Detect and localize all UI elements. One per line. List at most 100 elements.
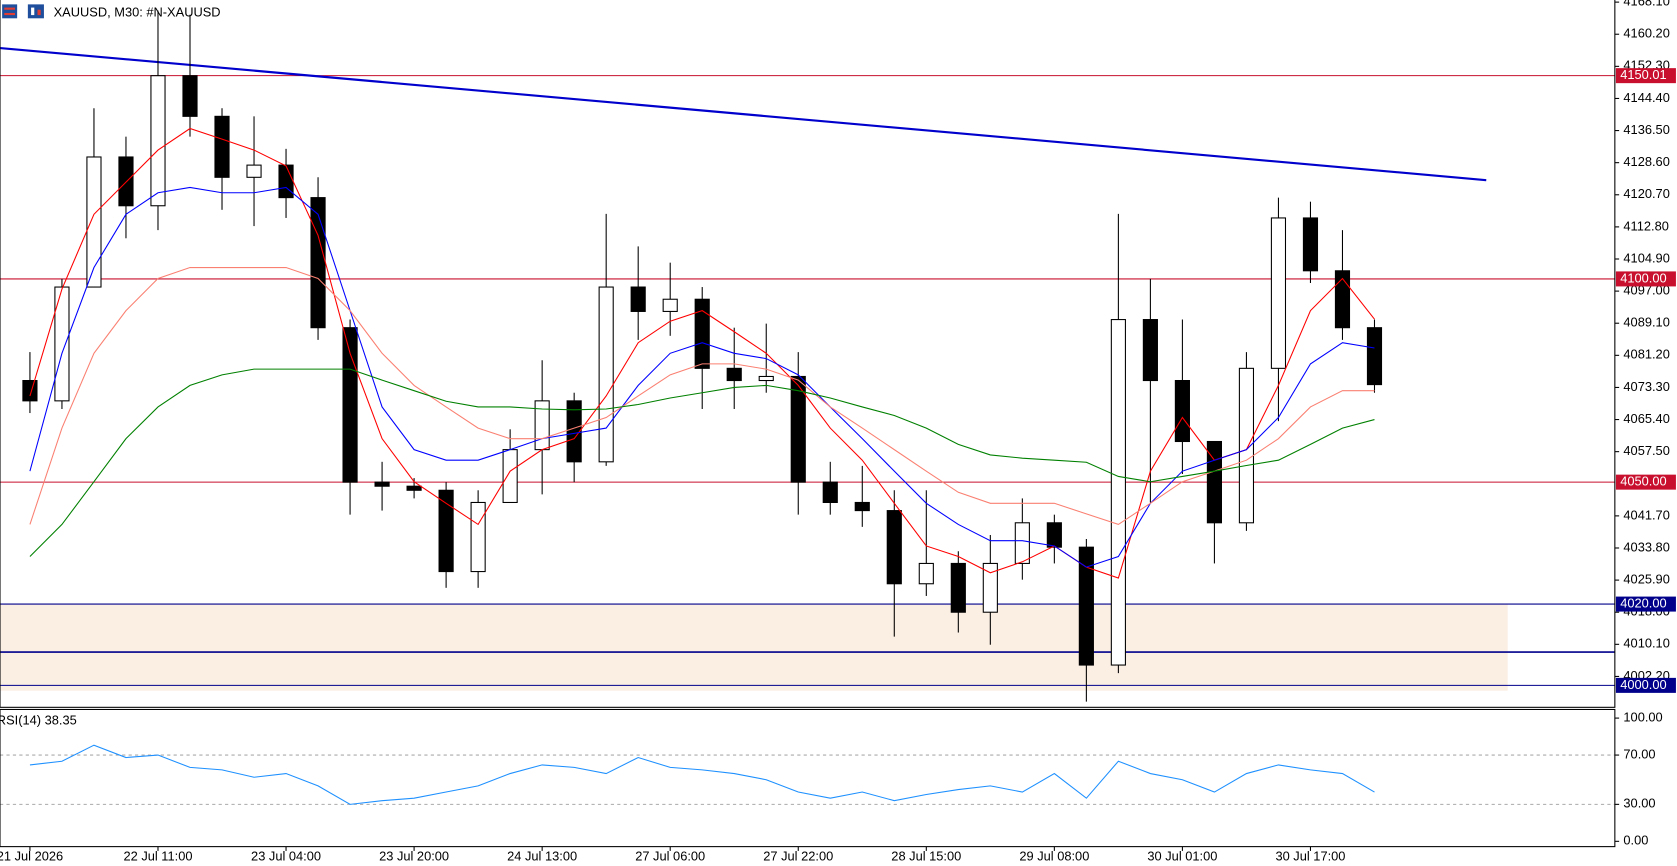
x-tick-label: 30 Jul 01:00 — [1147, 849, 1217, 864]
y-tick-label: 4089.10 — [1623, 315, 1669, 330]
candle-body — [342, 327, 358, 483]
icon — [31, 7, 35, 16]
icon — [27, 4, 44, 19]
candle-body — [1046, 522, 1062, 548]
candle-body — [502, 449, 518, 504]
candle-body — [406, 485, 422, 491]
y-tick-label: 4136.50 — [1623, 122, 1669, 137]
level-label-box — [1615, 474, 1676, 490]
candle-body — [182, 75, 198, 117]
rsi-tick-label: 30.00 — [1623, 796, 1655, 811]
icon — [2, 4, 18, 19]
x-tick-label: 30 Jul 17:00 — [1275, 849, 1345, 864]
y-tick-label: 4112.80 — [1623, 218, 1668, 233]
rsi-line — [29, 744, 1375, 805]
y-tick-label: 4144.40 — [1623, 90, 1669, 105]
x-tick-label: 29 Jul 08:00 — [1019, 849, 1089, 864]
candle-body — [470, 501, 486, 573]
level-label-box — [1615, 596, 1676, 612]
candle-body — [1110, 319, 1126, 666]
y-tick-label: 4120.70 — [1623, 186, 1669, 201]
ma-line — [29, 368, 1375, 557]
y-tick-label: 4128.60 — [1623, 154, 1669, 169]
candle-body — [1334, 270, 1351, 329]
level-label: 4000.00 — [1620, 677, 1666, 692]
ma-line — [29, 266, 1375, 526]
ma-line — [29, 127, 1375, 579]
candle-body — [726, 367, 742, 382]
level-label-box — [1615, 271, 1676, 287]
candle-body — [214, 115, 230, 178]
candle-body — [758, 375, 774, 382]
level-label: 4150.01 — [1620, 67, 1666, 82]
candle-body — [374, 481, 390, 487]
y-tick-label: 4168.10 — [1623, 0, 1669, 9]
candle-body — [22, 379, 38, 402]
rsi-tick-label: 100.00 — [1623, 709, 1662, 724]
x-tick-label: 23 Jul 04:00 — [251, 849, 321, 864]
candle-body — [86, 156, 102, 288]
x-tick-label: 27 Jul 22:00 — [763, 849, 833, 864]
icon — [37, 9, 41, 16]
level-label: 4050.00 — [1620, 474, 1666, 489]
candle-body — [1238, 367, 1255, 524]
candle-body — [1174, 379, 1190, 443]
candle-body — [790, 375, 806, 483]
candle-body — [310, 197, 326, 329]
rsi-tick-label: 70.00 — [1623, 746, 1655, 761]
candle-body — [566, 400, 582, 463]
y-tick-label: 4065.40 — [1623, 411, 1669, 426]
icon — [4, 12, 16, 16]
rsi-label: RSI(14) 38.35 — [0, 713, 77, 728]
y-tick-label: 4010.10 — [1623, 636, 1669, 651]
y-tick-label: 4025.90 — [1623, 571, 1669, 586]
candle-body — [630, 286, 646, 312]
level-label-box — [1615, 677, 1676, 693]
candle-body — [1142, 319, 1158, 382]
level-label-box — [1615, 68, 1676, 84]
y-tick-label: 4104.90 — [1623, 250, 1669, 265]
candle-body — [982, 562, 998, 613]
trendline — [0, 46, 1487, 182]
x-tick-label: 21 Jul 2026 — [0, 849, 63, 864]
candle-body — [54, 286, 70, 402]
y-tick-label: 4081.20 — [1623, 347, 1669, 362]
candle-body — [246, 164, 262, 178]
candle-body — [694, 298, 710, 369]
candle-body — [1366, 327, 1383, 386]
candle-body — [150, 75, 166, 207]
candle-body — [822, 481, 838, 504]
icon — [4, 7, 16, 10]
candle-body — [950, 562, 966, 613]
rsi-tick-label: 0.00 — [1623, 833, 1648, 848]
candle-body — [118, 156, 134, 207]
x-tick-label: 22 Jul 11:00 — [123, 849, 192, 864]
y-tick-label: 4073.30 — [1623, 379, 1669, 394]
candle-body — [438, 489, 454, 573]
level-label: 4100.00 — [1620, 270, 1666, 285]
y-tick-label: 4041.70 — [1623, 507, 1669, 522]
candle-body — [1302, 217, 1319, 272]
candle-body — [1078, 546, 1094, 666]
chart-title: XAUUSD, M30: #N-XAUUSD — [54, 4, 221, 19]
candle-body — [662, 298, 678, 312]
zone — [0, 604, 1508, 691]
main-pane-border — [0, 0, 1616, 708]
candle-body — [918, 562, 934, 585]
x-tick-label: 28 Jul 15:00 — [891, 849, 961, 864]
candle-body — [886, 510, 902, 585]
rsi-pane-border — [0, 708, 1616, 848]
x-tick-label: 27 Jul 06:00 — [635, 849, 705, 864]
candle-body — [854, 501, 870, 512]
level-label: 4020.00 — [1620, 595, 1666, 610]
candle-body — [1270, 217, 1287, 369]
y-tick-label: 4057.50 — [1623, 443, 1669, 458]
y-tick-label: 4160.20 — [1623, 26, 1669, 41]
candle-body — [278, 164, 294, 199]
candle-body — [1014, 522, 1030, 564]
header: XAUUSD, M30: #N-XAUUSD — [2, 4, 221, 19]
x-tick-label: 23 Jul 20:00 — [379, 849, 449, 864]
